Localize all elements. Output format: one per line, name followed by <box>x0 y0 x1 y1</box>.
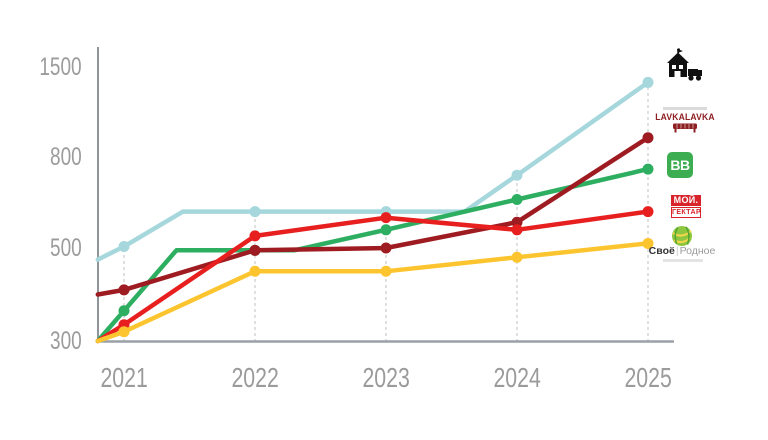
svoe-rodnoe-divider: | <box>675 245 679 257</box>
legend-item-svoe-rodnoe <box>671 225 693 247</box>
y-tick-label-1500: 1500 <box>39 53 82 81</box>
legend-item-lavkalavka: LAVKALAVKA <box>650 107 720 133</box>
data-point-0-2025 <box>642 76 654 88</box>
data-point-2-2023 <box>380 224 392 236</box>
data-point-3-2023 <box>380 212 392 224</box>
data-point-1-2025 <box>642 132 654 144</box>
x-tick-label-2023: 2023 <box>362 362 410 393</box>
data-point-1-2024 <box>511 216 523 228</box>
lavkalavka-bench-icon <box>673 123 697 132</box>
data-point-4-2024 <box>511 251 523 263</box>
y-tick-label-500: 500 <box>50 234 82 262</box>
y-tick-label-300: 300 <box>50 327 82 355</box>
series-line-2 <box>95 166 651 344</box>
y-tick-label-800: 800 <box>50 143 82 171</box>
svoe-rodnoe-logo-text: Своё|Родное <box>637 245 727 257</box>
lavkalavka-tagline-microtext <box>663 107 707 110</box>
moy-gektar-logo-top: МОЙ. <box>671 195 701 206</box>
esh-derevenskoe-logo-icon <box>667 48 702 81</box>
legend-item-esh-derevenskoe <box>664 48 704 86</box>
data-point-0-2022 <box>249 206 261 218</box>
x-tick-label-2022: 2022 <box>231 362 279 393</box>
data-point-2-2025 <box>642 163 654 175</box>
legend-item-vkusvill: ВВ <box>667 152 693 178</box>
moy-gektar-logo-bottom: ГЕКТАР <box>671 207 702 218</box>
x-tick-label-2021: 2021 <box>100 362 148 393</box>
data-point-4-2022 <box>249 265 261 277</box>
data-point-1-2023 <box>380 242 392 254</box>
vkusvill-logo-icon: ВВ <box>667 152 693 178</box>
data-point-4-2025 <box>642 237 654 249</box>
data-point-4-2023 <box>380 265 392 277</box>
data-point-2-2024 <box>511 193 523 205</box>
data-point-3-2022 <box>249 230 261 242</box>
data-point-1-2022 <box>249 244 261 256</box>
svoe-rodnoe-word-main: Своё <box>648 245 675 257</box>
svoe-rodnoe-tagline-microtext <box>663 259 703 262</box>
lavkalavka-logo-text: LAVKALAVKA <box>655 111 715 122</box>
data-point-0-2024 <box>511 169 523 181</box>
data-point-4-2021 <box>118 326 130 338</box>
x-tick-label-2025: 2025 <box>624 362 672 393</box>
svoe-rodnoe-yarn-ball-icon <box>672 226 692 246</box>
data-point-3-2025 <box>642 206 654 218</box>
data-point-2-2021 <box>118 305 130 317</box>
series-line-4 <box>95 241 651 344</box>
x-tick-label-2024: 2024 <box>493 362 541 393</box>
legend-item-moy-gektar: МОЙ. ГЕКТАР <box>671 195 701 218</box>
svoe-rodnoe-word-secondary: Родное <box>679 245 716 257</box>
data-point-3-2024 <box>511 224 523 236</box>
data-point-1-2021 <box>118 284 130 296</box>
data-point-0-2021 <box>118 240 130 252</box>
